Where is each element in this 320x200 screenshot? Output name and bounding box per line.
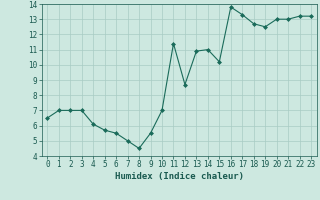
X-axis label: Humidex (Indice chaleur): Humidex (Indice chaleur) [115, 172, 244, 181]
